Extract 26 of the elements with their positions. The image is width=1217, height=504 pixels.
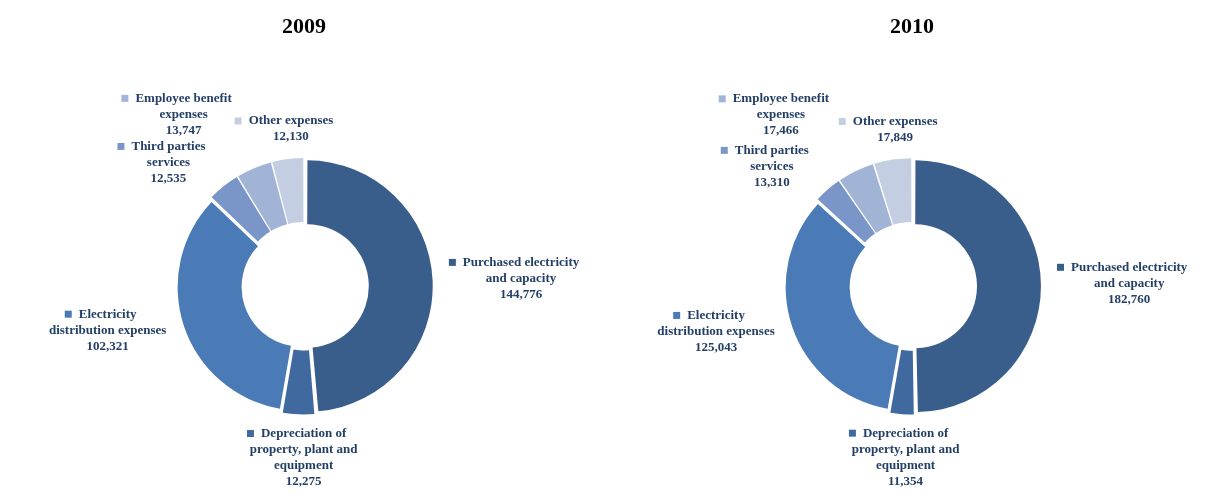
data-label: 182,760 <box>1108 290 1151 306</box>
legend-label: Electricity distribution expenses <box>48 305 167 337</box>
data-label: 13,310 <box>753 173 790 189</box>
data-label: 12,535 <box>150 169 187 185</box>
data-label: 102,321 <box>86 337 129 353</box>
chart-title: 2010 <box>890 12 934 38</box>
legend-label: Depreciation of property, plant and equipment <box>249 424 359 472</box>
legend-label: Purchased electricity and capacity <box>1070 258 1188 290</box>
data-label: 13,747 <box>165 121 202 137</box>
legend-label: Electricity distribution expenses <box>657 306 775 338</box>
legend-label: Third parties services <box>131 137 206 169</box>
data-label: 144,776 <box>499 285 543 301</box>
data-label: 17,849 <box>877 128 914 144</box>
data-label: 11,354 <box>888 472 924 488</box>
legend-label: Third parties services <box>734 141 809 173</box>
data-label: 125,043 <box>694 338 738 354</box>
legend-label: Depreciation of property, plant and equipment <box>851 424 961 472</box>
legend-label: Purchased electricity and capacity <box>462 253 580 285</box>
data-label: 12,275 <box>285 472 322 488</box>
legend-label: Other expenses <box>248 112 334 128</box>
chart-title: 2009 <box>282 12 326 38</box>
data-label: 17,466 <box>763 122 800 138</box>
legend-label: Employee benefit expenses <box>135 89 233 121</box>
legend-label: Other expenses <box>852 112 938 128</box>
legend-label: Employee benefit expenses <box>732 90 830 122</box>
data-label: 12,130 <box>273 128 309 144</box>
